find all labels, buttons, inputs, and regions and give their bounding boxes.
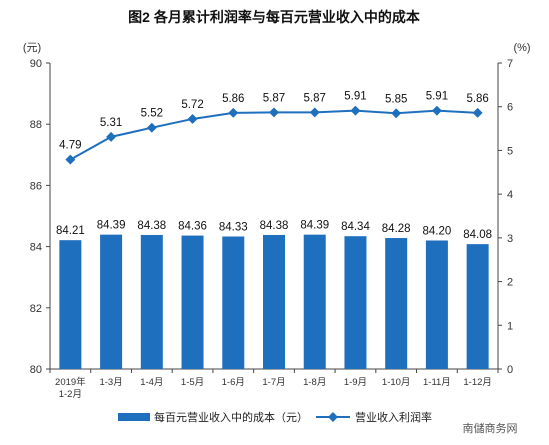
bar bbox=[181, 235, 204, 369]
line-point bbox=[228, 107, 239, 118]
bar bbox=[344, 236, 367, 369]
line-value-label: 5.86 bbox=[222, 93, 244, 105]
line-value-label: 5.86 bbox=[466, 93, 488, 105]
line-value-labels: 4.79 5.31 5.52 5.72 5.86 5.87 5.87 5.91 5.85 5.91… bbox=[59, 91, 489, 152]
bar bbox=[385, 238, 408, 369]
bar bbox=[100, 234, 123, 369]
x-tick-label: 1-9月 bbox=[344, 377, 367, 388]
x-tick-label: 1-11月 bbox=[423, 377, 451, 388]
bar bbox=[303, 234, 326, 369]
left-tick-label: 90 bbox=[30, 58, 42, 70]
bar-value-label: 84.21 bbox=[56, 225, 85, 237]
left-tick-label: 86 bbox=[30, 180, 42, 192]
bar bbox=[59, 240, 82, 369]
bar-value-label: 84.36 bbox=[178, 221, 207, 233]
x-tick-label: 1-3月 bbox=[99, 377, 122, 388]
legend-bar-label: 每百元营业收入中的成本（元） bbox=[154, 410, 308, 424]
right-tick-label: 3 bbox=[507, 233, 513, 245]
right-tick-label: 4 bbox=[507, 189, 513, 201]
left-tick-label: 80 bbox=[30, 364, 42, 376]
bar-value-label: 84.38 bbox=[260, 220, 289, 232]
line-point bbox=[309, 107, 320, 118]
left-tick-label: 82 bbox=[30, 303, 42, 315]
legend-line-label: 营业收入利润率 bbox=[355, 410, 432, 424]
series-line bbox=[69, 109, 478, 161]
line-value-label: 4.79 bbox=[59, 140, 81, 152]
line-point bbox=[472, 107, 483, 118]
line-point bbox=[187, 114, 198, 124]
right-tick-label: 5 bbox=[507, 145, 513, 157]
line-series bbox=[65, 105, 483, 165]
line-value-label: 5.87 bbox=[263, 92, 285, 104]
right-tick-label: 0 bbox=[507, 364, 513, 376]
chart-title: 图2 各月累计利润率与每百元营业收入中的成本 bbox=[128, 9, 421, 25]
bar-value-label: 84.34 bbox=[341, 221, 370, 233]
line-point bbox=[65, 154, 76, 165]
line-value-label: 5.72 bbox=[181, 99, 203, 111]
left-axis-unit: (元) bbox=[23, 42, 41, 54]
right-tick-label: 1 bbox=[507, 320, 513, 332]
bar-value-label: 84.38 bbox=[137, 220, 166, 232]
line-point bbox=[391, 108, 402, 119]
line-value-label: 5.87 bbox=[304, 92, 326, 104]
bar-value-label: 84.33 bbox=[219, 222, 248, 234]
bar bbox=[263, 234, 285, 369]
right-tick-label: 2 bbox=[507, 277, 513, 289]
left-tick-label: 88 bbox=[30, 119, 42, 131]
axes: 80 82 84 86 88 90 0 1 2 3 4 5 6 7 bbox=[30, 58, 513, 376]
x-tick-label: 1-7月 bbox=[262, 377, 285, 388]
bar-value-labels: 84.21 84.39 84.38 84.36 84.33 84.38 84.39 84.34… bbox=[56, 220, 492, 241]
legend-line-marker bbox=[328, 412, 338, 422]
line-value-label: 5.52 bbox=[141, 108, 163, 120]
bar bbox=[222, 236, 245, 369]
legend: 每百元营业收入中的成本（元） 营业收入利润率 bbox=[118, 410, 432, 424]
right-tick-label: 6 bbox=[507, 102, 513, 114]
bar bbox=[425, 240, 448, 369]
line-value-label: 5.91 bbox=[344, 91, 366, 103]
bar-value-label: 84.39 bbox=[97, 220, 126, 232]
x-tick-label: 1-5月 bbox=[181, 377, 204, 388]
bar bbox=[140, 234, 163, 369]
bar-value-label: 84.20 bbox=[423, 225, 452, 237]
left-tick-label: 84 bbox=[30, 242, 42, 254]
line-point bbox=[350, 105, 361, 116]
bar-series bbox=[59, 234, 489, 369]
x-tick-label: 1-8月 bbox=[303, 377, 326, 388]
x-tick-label: 1-6月 bbox=[222, 377, 245, 388]
line-value-label: 5.91 bbox=[426, 91, 448, 103]
bar-value-label: 84.39 bbox=[300, 220, 329, 232]
x-tick-label: 1-12月 bbox=[463, 377, 492, 388]
bar-value-label: 84.08 bbox=[463, 229, 492, 241]
watermark: 南儲商务网 bbox=[463, 421, 518, 435]
line-value-label: 5.31 bbox=[100, 117, 122, 129]
line-point bbox=[431, 105, 442, 116]
x-tick-labels: 2019年 1-2月 1-3月 1-4月 1-5月 1-6月 1-7月 1-8月 1-9月 1-1… bbox=[55, 376, 492, 400]
line-point bbox=[269, 107, 279, 118]
bar bbox=[466, 244, 489, 369]
line-point bbox=[106, 131, 117, 142]
x-tick-label: 2019年 1-2月 bbox=[55, 376, 86, 400]
x-tick-label: 1-10月 bbox=[382, 377, 411, 388]
bar-value-label: 84.28 bbox=[382, 223, 411, 235]
line-value-label: 5.85 bbox=[385, 93, 407, 105]
x-tick-label: 1-4月 bbox=[140, 377, 163, 388]
legend-bar-swatch bbox=[118, 413, 150, 421]
line-point bbox=[146, 122, 157, 133]
right-tick-label: 7 bbox=[507, 58, 513, 70]
right-axis-unit: (%) bbox=[513, 42, 530, 54]
